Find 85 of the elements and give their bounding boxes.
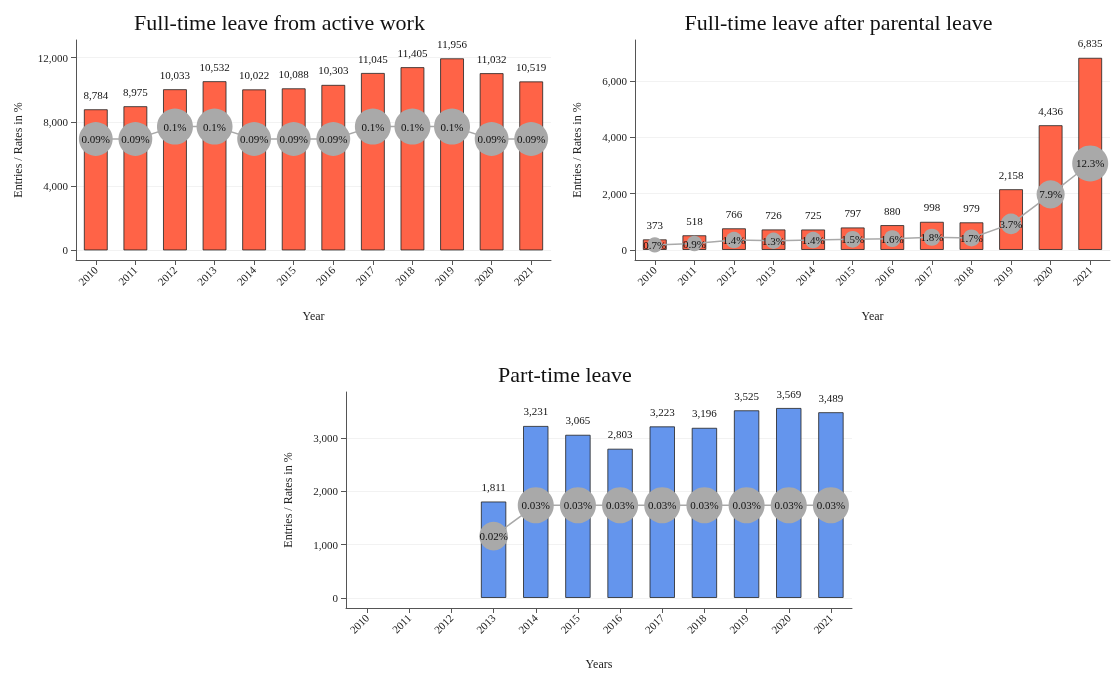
data-label: 1.3% <box>762 234 785 247</box>
y-tick-label: 1,000 <box>313 538 339 551</box>
data-label: 3,223 <box>649 405 676 418</box>
data-label: 10,033 <box>159 68 191 81</box>
data-label: 8,784 <box>83 88 109 101</box>
chart-title: Part-time leave <box>498 361 632 387</box>
chart-title: Full-time leave after parental leave <box>684 9 993 35</box>
data-label: 0.09% <box>239 132 269 145</box>
data-label: 6,835 <box>1077 37 1104 50</box>
y-tick-label: 2,000 <box>602 187 628 200</box>
data-label: 979 <box>963 201 981 214</box>
data-label: 1.6% <box>880 232 904 245</box>
y-tick-label: 0 <box>332 591 339 604</box>
data-label: 0.1% <box>361 120 385 133</box>
data-label: 11,045 <box>357 52 389 65</box>
y-tick-label: 0 <box>621 243 628 256</box>
y-axis-title: Entries / Rates in % <box>570 102 584 198</box>
y-tick-label: 4,000 <box>43 180 69 193</box>
data-label: 0.02% <box>479 530 508 543</box>
data-label: 1.4% <box>801 234 825 247</box>
data-label: 11,032 <box>476 52 507 65</box>
data-label: 3,489 <box>818 391 844 404</box>
data-label: 1.8% <box>920 231 944 244</box>
data-label: 0.09% <box>517 132 546 145</box>
y-tick-label: 8,000 <box>43 115 69 128</box>
y-axis-title: Entries / Rates in % <box>11 102 25 198</box>
data-label: 0.03% <box>605 499 635 512</box>
data-label: 2,158 <box>998 168 1024 181</box>
data-label: 766 <box>725 207 743 220</box>
data-label: 2,803 <box>607 428 633 441</box>
y-axis-title: Entries / Rates in % <box>281 452 295 548</box>
data-label: 10,519 <box>516 60 547 73</box>
y-tick-label: 2,000 <box>313 485 339 498</box>
data-label: 0.03% <box>816 499 846 512</box>
data-label: 3,231 <box>523 405 549 418</box>
y-tick-label: 6,000 <box>602 75 628 88</box>
x-axis-title: Year <box>302 309 325 323</box>
data-label: 10,088 <box>278 67 310 80</box>
data-label: 10,303 <box>318 64 349 77</box>
y-tick-label: 4,000 <box>602 131 628 144</box>
data-label: 0.03% <box>563 499 593 512</box>
data-label: 3.7% <box>999 217 1023 230</box>
data-label: 0.09% <box>319 132 348 145</box>
data-label: 726 <box>765 208 783 221</box>
x-axis-title: Years <box>585 657 613 671</box>
data-label: 0.1% <box>401 120 424 133</box>
data-label: 10,532 <box>199 60 230 73</box>
y-tick-label: 3,000 <box>313 432 339 445</box>
data-label: 0.03% <box>648 499 677 512</box>
data-label: 725 <box>804 209 822 222</box>
data-label: 10,022 <box>239 68 270 81</box>
data-label: 7.9% <box>1039 188 1063 201</box>
data-label: 0.03% <box>521 499 550 512</box>
data-label: 0.1% <box>163 120 187 133</box>
x-axis-title: Year <box>861 309 884 323</box>
data-label: 1,811 <box>481 481 506 494</box>
data-label: 0.09% <box>121 132 150 145</box>
chart-title: Full-time leave from active work <box>134 9 425 35</box>
data-label: 0.09% <box>477 132 506 145</box>
data-label: 12.3% <box>1076 157 1105 170</box>
data-label: 3,196 <box>692 407 718 420</box>
data-label: 0.03% <box>690 499 719 512</box>
data-label: 0.09% <box>279 132 308 145</box>
data-label: 11,405 <box>397 46 428 59</box>
data-label: 998 <box>923 201 941 214</box>
data-label: 4,436 <box>1038 104 1064 117</box>
data-label: 373 <box>646 218 664 231</box>
data-label: 3,525 <box>734 389 760 402</box>
data-label: 0.09% <box>81 132 110 145</box>
data-label: 0.1% <box>440 120 464 133</box>
data-label: 518 <box>686 214 704 227</box>
data-label: 0.1% <box>203 120 226 133</box>
data-label: 797 <box>844 206 862 219</box>
data-label: 1.5% <box>841 233 865 246</box>
data-label: 0.03% <box>774 499 803 512</box>
y-tick-label: 0 <box>62 244 69 257</box>
data-label: 3,065 <box>565 414 591 427</box>
data-label: 880 <box>884 204 902 217</box>
data-label: 11,956 <box>437 37 468 50</box>
data-label: 0.03% <box>732 499 761 512</box>
data-label: 1.4% <box>722 234 746 247</box>
data-label: 0.9% <box>682 237 706 250</box>
data-label: 8,975 <box>123 85 149 98</box>
data-label: 3,569 <box>776 387 802 400</box>
y-tick-label: 12,000 <box>37 51 69 64</box>
